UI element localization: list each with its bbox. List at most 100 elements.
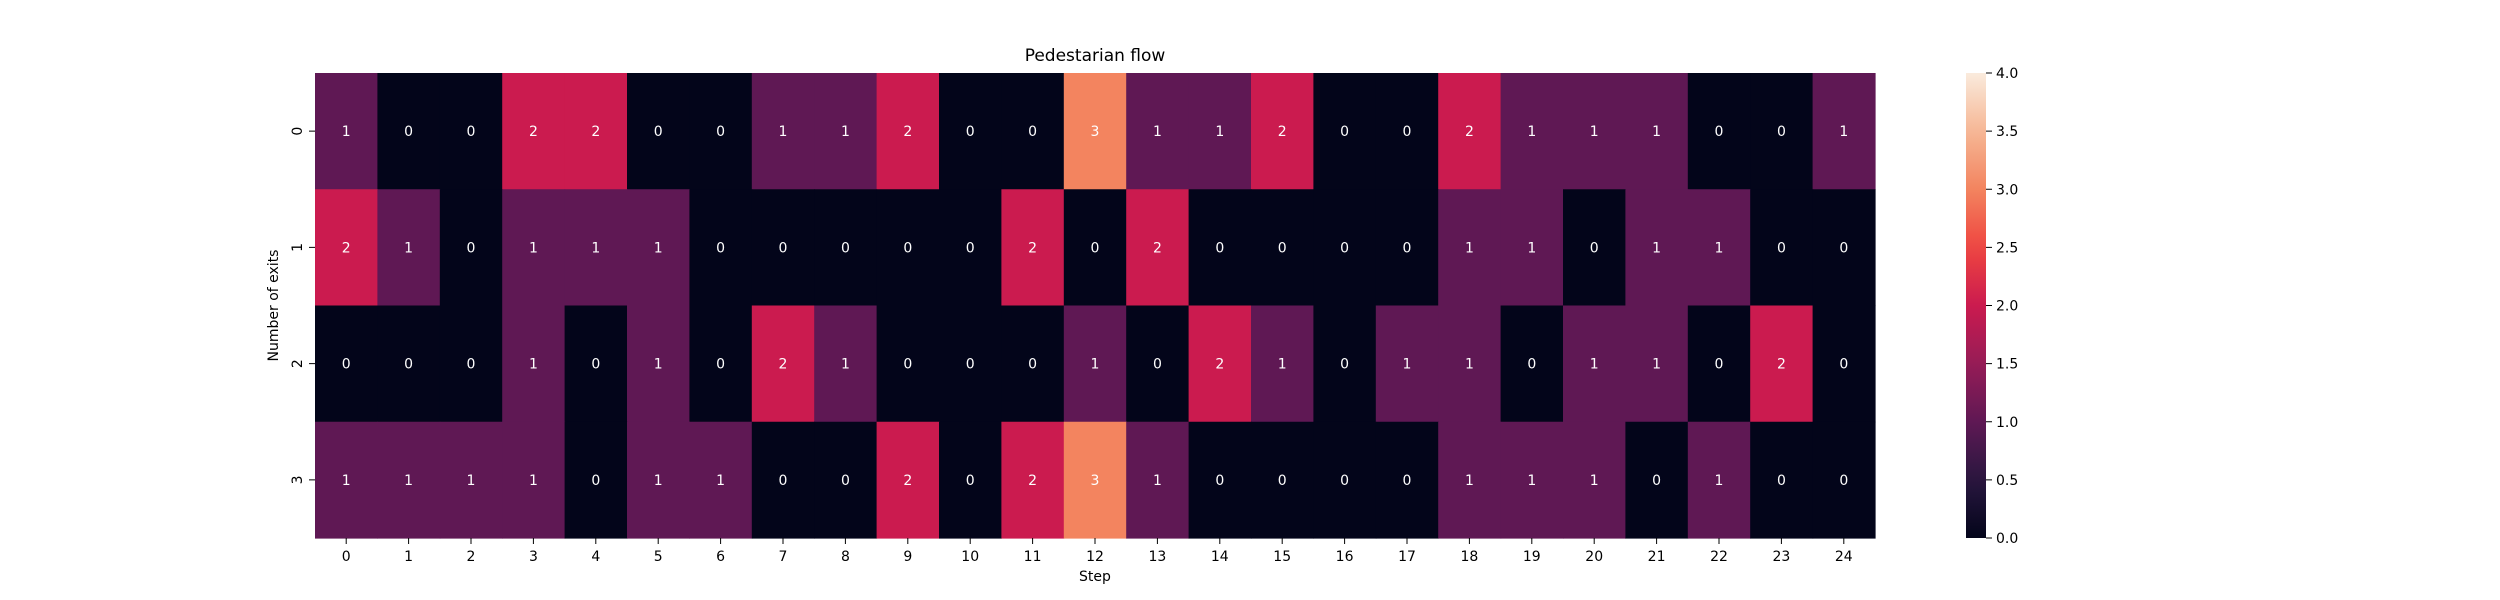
cell-value-label: 1	[654, 240, 663, 256]
heatmap-cell	[1313, 73, 1377, 190]
colorbar-tick-label: 1.5	[1996, 357, 2018, 373]
cell-value-label: 1	[342, 473, 351, 489]
cell-value-label: 1	[1652, 240, 1661, 256]
colorbar-tick-label: 0.0	[1996, 531, 2018, 547]
x-tick-label: 24	[1835, 549, 1853, 565]
heatmap-cell	[939, 73, 1002, 190]
x-tick-label: 0	[342, 549, 351, 565]
heatmap-cell	[502, 189, 566, 307]
heatmap-cell	[1750, 305, 1814, 423]
cell-value-label: 0	[1091, 240, 1100, 256]
x-tick-label: 4	[591, 549, 600, 565]
cell-value-label: 0	[591, 473, 600, 489]
heatmap-cell	[377, 73, 441, 190]
x-axis: 0 1 2 3 4 5 6 7 8 9 10 11 12 13 14 15 16 17 18 19 20 21 22 23 24	[342, 538, 1853, 565]
heatmap-cell	[1500, 421, 1564, 539]
heatmap-cell	[1126, 189, 1190, 307]
cell-value-label: 1	[1590, 124, 1599, 140]
cell-value-label: 1	[654, 357, 663, 373]
cell-value-label: 0	[1715, 357, 1724, 373]
heatmap-cell	[751, 305, 815, 423]
cell-value-label: 0	[1340, 240, 1349, 256]
heatmap-cell	[315, 73, 378, 190]
x-tick-label: 23	[1772, 549, 1790, 565]
cell-value-label: 0	[1340, 124, 1349, 140]
cell-value-label: 1	[1215, 124, 1224, 140]
cell-value-label: 0	[779, 473, 788, 489]
heatmap-cell	[751, 421, 815, 539]
heatmap-cell	[1375, 305, 1439, 423]
heatmap-cell	[1001, 73, 1065, 190]
heatmap-cell	[939, 189, 1002, 307]
heatmap-cell	[564, 73, 628, 190]
heatmap-cell-labels: 1 0 0 2 2 0 0 1 1 2 0 0 3 1 1 2 0 0 2 1 1 1 0 0 1 2 1 0 1 1 1 0 0 0 0 0 2 0 2 0…	[342, 124, 1849, 489]
heatmap-cell	[1126, 421, 1190, 539]
cell-value-label: 0	[966, 357, 975, 373]
heatmap-cell	[689, 189, 753, 307]
cell-value-label: 0	[342, 357, 351, 373]
cell-value-label: 0	[966, 124, 975, 140]
heatmap-cell	[1438, 73, 1502, 190]
x-tick-label: 15	[1273, 549, 1291, 565]
heatmap-cell	[1438, 305, 1502, 423]
heatmap-cell	[689, 421, 753, 539]
x-tick-label: 20	[1585, 549, 1603, 565]
colorbar-tick-label: 4.0	[1996, 66, 2018, 82]
heatmap-cell	[564, 421, 628, 539]
heatmap-cell	[1126, 73, 1190, 190]
cell-value-label: 0	[467, 124, 476, 140]
cell-value-label: 0	[1340, 357, 1349, 373]
heatmap-cell	[1625, 189, 1689, 307]
cell-value-label: 0	[1278, 240, 1287, 256]
heatmap-cell	[1126, 305, 1190, 423]
heatmap-cell	[939, 305, 1002, 423]
y-tick-label: 0	[290, 127, 306, 136]
heatmap-cell	[627, 73, 690, 190]
heatmap-cell	[627, 305, 690, 423]
heatmap-cell	[439, 305, 503, 423]
y-tick-label: 1	[290, 243, 306, 252]
heatmap-cells	[315, 73, 1876, 539]
heatmap-cell	[876, 305, 940, 423]
heatmap-cell	[876, 421, 940, 539]
heatmap-cell	[689, 305, 753, 423]
cell-value-label: 2	[903, 473, 912, 489]
cell-value-label: 2	[1278, 124, 1287, 140]
cell-value-label: 0	[966, 240, 975, 256]
heatmap-cell	[876, 189, 940, 307]
heatmap-cell	[1375, 189, 1439, 307]
heatmap-cell	[876, 73, 940, 190]
cell-value-label: 2	[1028, 240, 1037, 256]
heatmap-cell	[1563, 421, 1626, 539]
heatmap-cell	[1313, 305, 1377, 423]
cell-value-label: 1	[404, 473, 413, 489]
heatmap-cell	[1188, 189, 1252, 307]
x-tick-label: 2	[467, 549, 476, 565]
heatmap-cell	[1625, 421, 1689, 539]
cell-value-label: 0	[404, 357, 413, 373]
heatmap-cell	[1563, 305, 1626, 423]
cell-value-label: 0	[1527, 357, 1536, 373]
cell-value-label: 1	[1527, 240, 1536, 256]
heatmap-cell	[939, 421, 1002, 539]
x-tick-label: 6	[716, 549, 725, 565]
cell-value-label: 1	[716, 473, 725, 489]
cell-value-label: 2	[591, 124, 600, 140]
cell-value-label: 0	[1777, 240, 1786, 256]
cell-value-label: 0	[966, 473, 975, 489]
heatmap-cell	[1625, 73, 1689, 190]
heatmap-cell	[1375, 421, 1439, 539]
cell-value-label: 1	[779, 124, 788, 140]
heatmap-cell	[1750, 73, 1814, 190]
heatmap-cell	[1188, 305, 1252, 423]
x-tick-label: 11	[1024, 549, 1042, 565]
heatmap-cell	[1812, 421, 1876, 539]
heatmap-cell	[1063, 305, 1127, 423]
cell-value-label: 1	[467, 473, 476, 489]
cell-value-label: 0	[716, 240, 725, 256]
cell-value-label: 0	[1839, 473, 1848, 489]
heatmap-cell	[627, 189, 690, 307]
x-tick-label: 5	[654, 549, 663, 565]
x-axis-label: Step	[1079, 569, 1111, 585]
